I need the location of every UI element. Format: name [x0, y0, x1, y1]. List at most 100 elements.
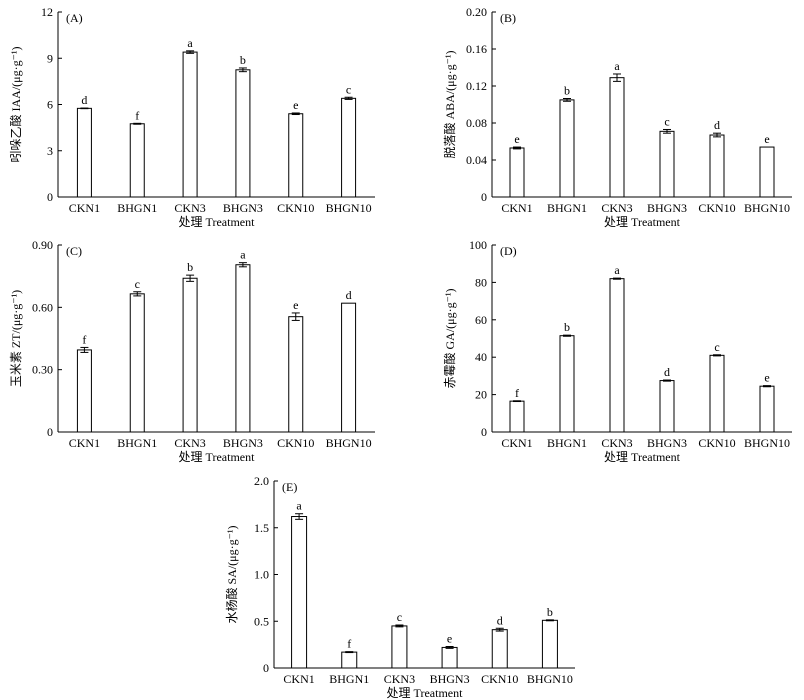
y-tick-label: 0.90	[32, 238, 53, 252]
y-tick-label: 9	[47, 51, 53, 65]
significance-letter: e	[293, 298, 298, 312]
significance-letter: b	[240, 53, 246, 67]
x-tick-label: BHGN10	[326, 201, 372, 215]
bar-bhgn10	[759, 146, 775, 198]
x-tick-label: CKN3	[601, 436, 632, 450]
x-tick-label: CKN10	[481, 672, 518, 686]
y-tick-label: 0.08	[466, 116, 487, 130]
x-tick-label: BHGN3	[223, 201, 263, 215]
chart-panel-c: 0 0.30 0.60 0.90 (C) 玉米素 ZT/(μg·g⁻¹) f CKN1 c BHG…	[9, 238, 375, 464]
y-axis-label: 吲哚乙酸 IAA/(μg·g⁻¹)	[8, 46, 23, 162]
x-tick-label: CKN1	[501, 436, 532, 450]
bar-ckn1	[509, 400, 525, 433]
y-axis-label: 脱落酸 ABA/(μg·g⁻¹)	[442, 50, 457, 158]
bar-ckn3	[609, 278, 625, 433]
x-axis-label: 处理 Treatment	[179, 215, 256, 229]
significance-letter: d	[497, 613, 503, 627]
bar-bhgn10	[759, 385, 775, 433]
bar-ckn3	[609, 77, 625, 198]
bar-ckn1	[76, 107, 92, 198]
x-tick-label: CKN10	[277, 436, 314, 450]
x-tick-label: BHGN3	[223, 436, 263, 450]
x-tick-label: CKN1	[69, 436, 100, 450]
bar-ckn10	[288, 113, 304, 198]
x-tick-label: BHGN1	[329, 672, 369, 686]
y-tick-label: 0	[481, 425, 487, 439]
bar-bhgn10	[541, 619, 558, 669]
significance-letter: f	[347, 637, 351, 651]
x-tick-label: BHGN1	[547, 436, 587, 450]
panel-label: (D)	[500, 244, 517, 258]
x-tick-label: CKN1	[69, 201, 100, 215]
chart-panel-e: 0 0.5 1.0 1.5 2.0 (E) 水杨酸 SA/(μg·g⁻¹) a CKN1 f BHG…	[224, 474, 575, 700]
x-tick-label: CKN3	[601, 201, 632, 215]
x-tick-label: BHGN10	[326, 436, 372, 450]
significance-letter: f	[135, 108, 139, 122]
bar-bhgn1	[559, 335, 575, 433]
y-tick-label: 0.5	[254, 614, 269, 628]
significance-letter: b	[187, 260, 193, 274]
panel-label: (A)	[66, 11, 83, 25]
significance-letter: b	[547, 605, 553, 619]
y-tick-label: 0.16	[466, 42, 487, 56]
x-tick-label: BHGN10	[744, 201, 790, 215]
bar-bhgn3	[235, 69, 251, 198]
x-tick-label: BHGN1	[117, 201, 157, 215]
x-tick-label: CKN1	[501, 201, 532, 215]
y-tick-label: 0	[47, 190, 53, 204]
y-tick-label: 80	[475, 275, 487, 289]
chart-panel-d: 0 20 40 60 80 100 (D) 赤霉酸 GA/(μg·g⁻¹) f CKN1 b BHGN…	[442, 238, 792, 464]
y-tick-label: 12	[41, 5, 53, 19]
bar-ckn3	[391, 625, 408, 669]
y-axis-label: 水杨酸 SA/(μg·g⁻¹)	[224, 525, 239, 623]
bar-ckn10	[709, 354, 725, 433]
significance-letter: f	[515, 386, 519, 400]
y-tick-label: 6	[47, 98, 53, 112]
significance-letter: a	[187, 36, 193, 50]
significance-letter: e	[764, 371, 769, 385]
panel-label: (B)	[500, 11, 516, 25]
x-tick-label: CKN1	[283, 672, 314, 686]
bar-ckn3	[182, 277, 198, 433]
bar-bhgn3	[235, 264, 251, 433]
y-tick-label: 60	[475, 313, 487, 327]
x-tick-label: BHGN3	[647, 436, 687, 450]
bar-ckn1	[509, 147, 525, 198]
significance-letter: c	[714, 340, 719, 354]
bar-ckn1	[76, 349, 92, 433]
bar-ckn3	[182, 51, 198, 198]
bar-bhgn1	[341, 651, 358, 669]
x-tick-label: CKN3	[174, 201, 205, 215]
significance-letter: a	[614, 59, 620, 73]
bar-bhgn10	[341, 97, 357, 198]
x-axis-label: 处理 Treatment	[179, 450, 256, 464]
chart-panel-b: 0 0.04 0.08 0.12 0.16 0.20 (B) 脱落酸 ABA/(μg·g⁻¹)…	[442, 5, 792, 229]
x-tick-label: CKN10	[698, 201, 735, 215]
significance-letter: e	[447, 631, 452, 645]
significance-letter: d	[714, 118, 720, 132]
significance-letter: b	[564, 320, 570, 334]
y-tick-label: 0	[47, 425, 53, 439]
panel-label: (C)	[66, 244, 82, 258]
y-axis-label: 玉米素 ZT/(μg·g⁻¹)	[9, 290, 23, 387]
chart-panel-a: 0 3 6 9 12 (A) 吲哚乙酸 IAA/(μg·g⁻¹) d CKN1 f BHGN1 a CK…	[8, 5, 375, 229]
y-tick-label: 0.20	[466, 5, 487, 19]
x-tick-label: BHGN10	[527, 672, 573, 686]
x-tick-label: CKN3	[384, 672, 415, 686]
panel-label: (E)	[282, 480, 297, 494]
x-axis-label: 处理 Treatment	[387, 686, 464, 700]
significance-letter: a	[614, 263, 620, 277]
y-tick-label: 1.0	[254, 568, 269, 582]
bar-bhgn3	[659, 380, 675, 433]
y-tick-label: 100	[469, 238, 487, 252]
bar-ckn10	[288, 316, 304, 433]
significance-letter: e	[293, 98, 298, 112]
y-tick-label: 40	[475, 350, 487, 364]
x-tick-label: CKN10	[698, 436, 735, 450]
bar-bhgn3	[441, 646, 458, 669]
x-tick-label: BHGN10	[744, 436, 790, 450]
x-tick-label: CKN3	[174, 436, 205, 450]
significance-letter: d	[346, 288, 352, 302]
x-tick-label: BHGN3	[430, 672, 470, 686]
y-tick-label: 3	[47, 144, 53, 158]
